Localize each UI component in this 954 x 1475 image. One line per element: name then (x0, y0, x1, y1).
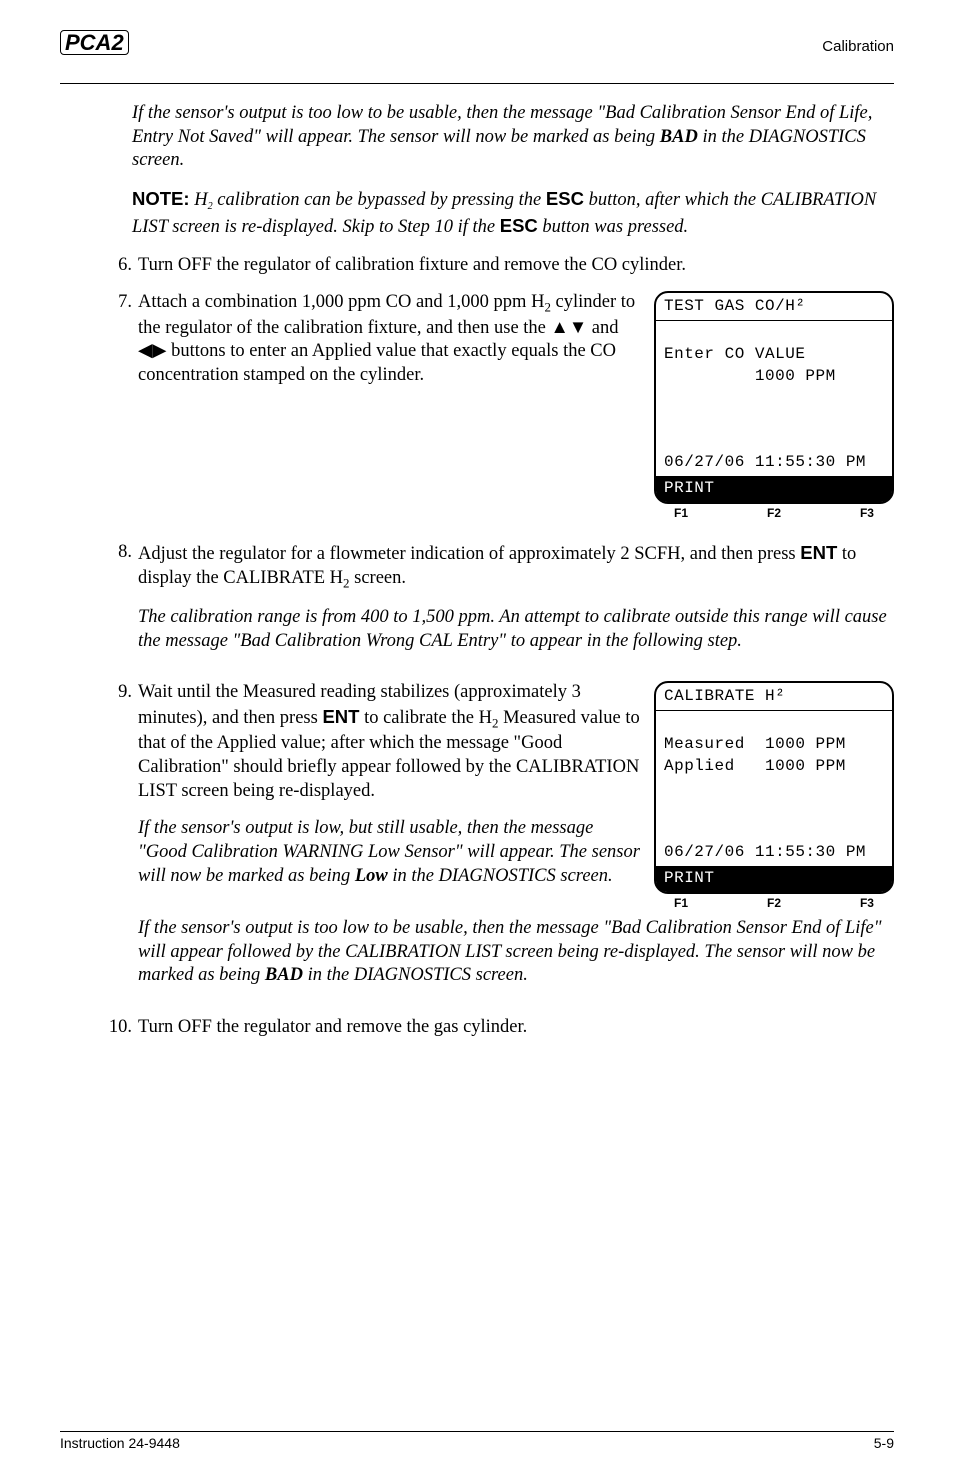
note-body1: H (190, 190, 208, 210)
step7-num: 7. (100, 291, 138, 527)
lcd2-title: CALIBRATE H² (656, 683, 892, 711)
note-body2: calibration can be bypassed by pressing … (213, 190, 546, 210)
step9-sub1-bold: Low (355, 866, 388, 886)
up-arrow-icon (551, 318, 569, 338)
step6-body: Turn OFF the regulator of calibration fi… (138, 254, 894, 278)
lcd1-title: TEST GAS CO/H² (656, 293, 892, 321)
note-para: NOTE: H2 calibration can be bypassed by … (132, 187, 894, 239)
step6-num: 6. (100, 254, 138, 278)
step9-num: 9. (100, 681, 138, 1002)
step9-subnote2: If the sensor's output is too low to be … (138, 917, 894, 988)
lcd1-line4 (664, 410, 674, 428)
page-footer: Instruction 24-9448 5-9 (60, 1431, 894, 1451)
step10-body: Turn OFF the regulator and remove the ga… (138, 1016, 894, 1040)
left-arrow-icon (138, 341, 152, 361)
step7-d: buttons to enter an Applied value that e… (138, 341, 616, 385)
lcd-screen-2: CALIBRATE H² Measured 1000 PPM Applied 1… (654, 681, 894, 911)
fkey-f2: F2 (767, 506, 781, 521)
lcd1-foot: PRINT (656, 477, 892, 502)
step-9: 9. CALIBRATE H² Measured 1000 PPM Applie… (100, 681, 894, 1002)
lcd1-line5 (664, 432, 674, 450)
intro-warning: If the sensor's output is too low to be … (132, 102, 894, 173)
lcd2-line5 (664, 822, 674, 840)
step-8: 8. Adjust the regulator for a flowmeter … (100, 541, 894, 667)
fkey-f3-b: F3 (860, 896, 874, 911)
step10-num: 10. (100, 1016, 138, 1040)
note-body4: button was pressed. (538, 217, 688, 237)
step9-sub2b: in the DIAGNOSTICS screen. (303, 965, 528, 985)
lcd2-date: 06/27/06 11:55:30 PM (664, 843, 866, 861)
step9-sub2-bold: BAD (265, 965, 303, 985)
lcd1-line2: 1000 PPM (664, 367, 836, 385)
header-section: Calibration (822, 38, 894, 55)
lcd2-line2: Applied 1000 PPM (664, 757, 846, 775)
lcd2-line1: Measured 1000 PPM (664, 735, 846, 753)
step9-ent: ENT (322, 706, 359, 727)
lcd2-foot: PRINT (656, 867, 892, 892)
logo-text: PCA2 (65, 30, 124, 55)
step8-a: Adjust the regulator for a flowmeter ind… (138, 544, 800, 564)
lcd1-line3 (664, 389, 674, 407)
fkey-f2-b: F2 (767, 896, 781, 911)
fkey-f1-b: F1 (674, 896, 688, 911)
lcd2-fkeys: F1 F2 F3 (654, 894, 894, 911)
lcd-screen-1: TEST GAS CO/H² Enter CO VALUE 1000 PPM 0… (654, 291, 894, 521)
lcd2-line4 (664, 800, 674, 818)
note-esc2: ESC (500, 215, 538, 236)
lcd1-line1: Enter CO VALUE (664, 345, 805, 363)
step9-sub1b: in the DIAGNOSTICS screen. (388, 866, 613, 886)
right-arrow-icon (152, 341, 166, 361)
step8-ent: ENT (800, 542, 837, 563)
down-arrow-icon (569, 318, 587, 338)
step-6: 6. Turn OFF the regulator of calibration… (100, 254, 894, 278)
intro-warning-bad: BAD (660, 127, 698, 147)
step8-subnote: The calibration range is from 400 to 1,5… (138, 606, 894, 653)
header-rule (60, 83, 894, 84)
step9-b: to calibrate the H (359, 708, 492, 728)
step-7: 7. TEST GAS CO/H² Enter CO VALUE 1000 PP… (100, 291, 894, 527)
lcd2-line3 (664, 779, 674, 797)
step7-c: and (587, 318, 618, 338)
logo: PCA2 (60, 30, 129, 55)
note-esc: ESC (546, 188, 584, 209)
footer-left: Instruction 24-9448 (60, 1435, 180, 1451)
fkey-f1: F1 (674, 506, 688, 521)
step7-a: Attach a combination 1,000 ppm CO and 1,… (138, 292, 544, 312)
lcd1-date: 06/27/06 11:55:30 PM (664, 453, 866, 471)
step8-c: screen. (350, 568, 407, 588)
step-10: 10. Turn OFF the regulator and remove th… (100, 1016, 894, 1040)
step8-num: 8. (100, 541, 138, 667)
fkey-f3: F3 (860, 506, 874, 521)
note-prefix: NOTE: (132, 188, 190, 209)
footer-right: 5-9 (874, 1435, 894, 1451)
lcd1-fkeys: F1 F2 F3 (654, 504, 894, 521)
